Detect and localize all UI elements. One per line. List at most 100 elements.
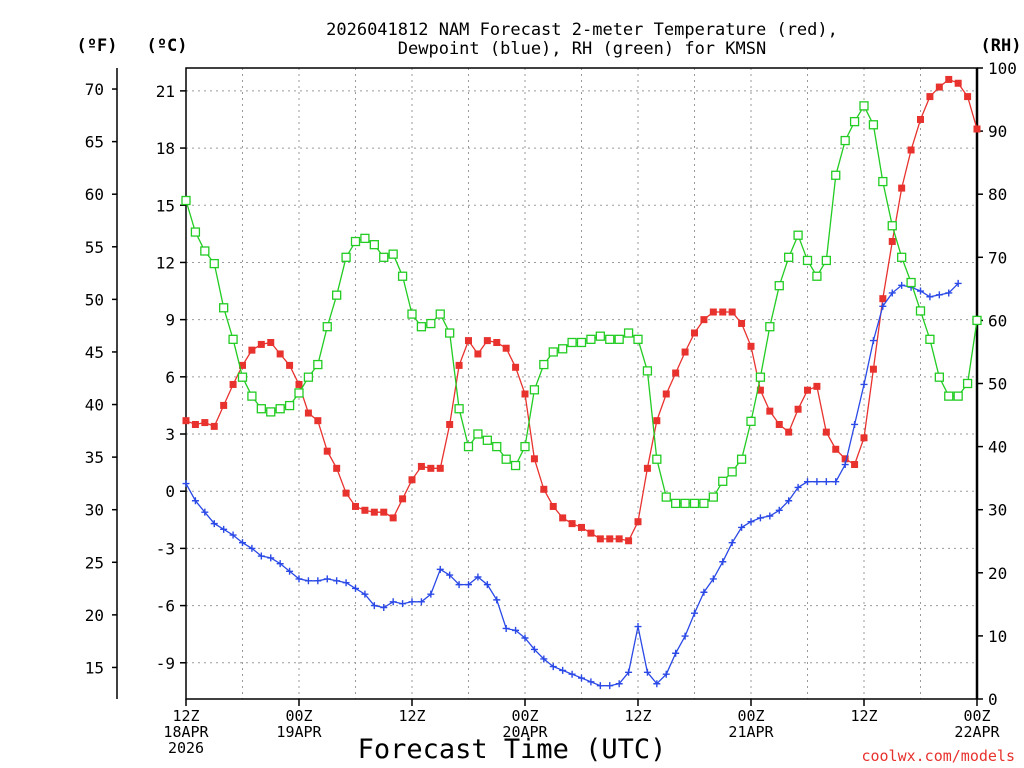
dewpoint-point xyxy=(653,680,661,688)
dewpoint-point xyxy=(493,596,501,604)
rh-point xyxy=(247,391,257,401)
dewpoint-point xyxy=(408,598,416,606)
dewpoint-point xyxy=(634,623,642,631)
x-tick-label: 22APR xyxy=(954,723,1000,741)
fahrenheit-tick-label: 70 xyxy=(85,80,104,99)
temperature-point xyxy=(606,535,614,543)
temperature-point xyxy=(775,420,783,428)
axes xyxy=(112,67,983,706)
dewpoint-point xyxy=(540,655,548,663)
temperature-point xyxy=(634,518,642,526)
dewpoint-point xyxy=(841,461,849,469)
temperature-point xyxy=(549,502,557,510)
dewpoint-point xyxy=(389,598,397,606)
dewpoint-point xyxy=(191,497,199,505)
rh-axis-label: (RH) xyxy=(981,36,1022,56)
dewpoint-point xyxy=(427,590,435,598)
temperature-point xyxy=(530,455,538,463)
rh-point xyxy=(219,303,229,313)
temperature-point xyxy=(220,401,228,409)
celsius-tick-label: 12 xyxy=(156,253,175,272)
dewpoint-point xyxy=(681,632,689,640)
dewpoint-point xyxy=(672,649,680,657)
dewpoint-point xyxy=(804,478,811,486)
temperature-point xyxy=(483,337,491,345)
fahrenheit-axis-label: (ºF) xyxy=(77,36,118,56)
rh-point xyxy=(360,233,370,244)
x-tick-label: 12Z xyxy=(398,707,425,725)
dewpoint-point xyxy=(380,603,388,611)
rh-point xyxy=(934,372,944,382)
dewpoint-point xyxy=(399,600,407,608)
dewpoint-point xyxy=(521,634,529,642)
dewpoint-point xyxy=(549,663,557,671)
rh-point xyxy=(755,372,766,382)
temperature-point xyxy=(295,380,303,388)
fahrenheit-tick-label: 50 xyxy=(85,290,104,309)
dewpoint-point xyxy=(587,678,595,686)
x-tick-label: 12Z xyxy=(624,707,651,725)
rh-point xyxy=(576,337,587,348)
temperature-point xyxy=(540,485,548,493)
temperature-point xyxy=(709,308,717,316)
temperature-point xyxy=(954,79,962,87)
temperature-point xyxy=(191,420,199,428)
dewpoint-point xyxy=(257,552,265,560)
dewpoint-point xyxy=(728,539,736,547)
rh-point xyxy=(454,404,464,414)
temperature-point xyxy=(210,422,218,430)
temperature-point xyxy=(493,339,501,347)
fahrenheit-tick-label: 55 xyxy=(85,238,104,257)
dewpoint-point xyxy=(474,573,482,581)
dewpoint-point xyxy=(775,506,783,514)
rh-point xyxy=(482,435,492,445)
temperature-point xyxy=(352,502,359,510)
dewpoint-point xyxy=(879,302,887,310)
rh-point xyxy=(831,170,841,180)
rh-point xyxy=(605,334,615,344)
fahrenheit-tick-label: 65 xyxy=(85,133,104,152)
rh-point xyxy=(341,252,351,262)
temperature-point xyxy=(342,489,350,497)
rh-point xyxy=(256,404,266,414)
dewpoint-point xyxy=(747,518,755,526)
rh-point xyxy=(369,240,379,250)
dewpoint-point xyxy=(785,497,793,505)
rh-point xyxy=(708,492,718,502)
temperature-point xyxy=(257,340,265,348)
temperature-point xyxy=(888,237,896,245)
rh-point xyxy=(463,441,474,452)
dewpoint-point xyxy=(766,512,774,520)
temperature-point xyxy=(643,464,651,472)
rh-point xyxy=(350,236,361,247)
temperature-point xyxy=(945,75,953,83)
rh-point xyxy=(661,492,671,502)
x-tick-label: 18APR xyxy=(163,723,209,741)
dewpoint-point xyxy=(210,520,218,528)
temperature-point xyxy=(229,380,237,388)
temperature-point xyxy=(361,506,369,514)
rh-tick-label: 0 xyxy=(988,690,998,709)
dewpoint-point xyxy=(794,483,802,491)
temperature-point xyxy=(615,535,623,543)
dewpoint-point xyxy=(286,567,294,575)
rh-point xyxy=(407,309,417,319)
dewpoint-point xyxy=(700,588,708,596)
fahrenheit-tick-label: 20 xyxy=(85,606,104,625)
dewpoint-point xyxy=(512,626,520,634)
temperature-point xyxy=(860,434,868,442)
rh-point xyxy=(284,400,295,411)
dewpoint-point xyxy=(860,380,868,388)
dewpoint-point xyxy=(738,523,746,531)
dewpoint-point xyxy=(229,531,237,539)
celsius-tick-label: 3 xyxy=(165,425,175,444)
dewpoint-point xyxy=(304,577,312,585)
x-tick-label: 00Z xyxy=(511,707,538,725)
rh-tick-label: 20 xyxy=(988,564,1007,583)
temperature-point xyxy=(276,350,284,358)
rh-tick-label: 10 xyxy=(988,627,1007,646)
dewpoint-point xyxy=(530,645,538,653)
dewpoint-point xyxy=(888,289,896,297)
celsius-tick-label: 0 xyxy=(165,482,175,501)
temperature-point xyxy=(314,417,322,425)
